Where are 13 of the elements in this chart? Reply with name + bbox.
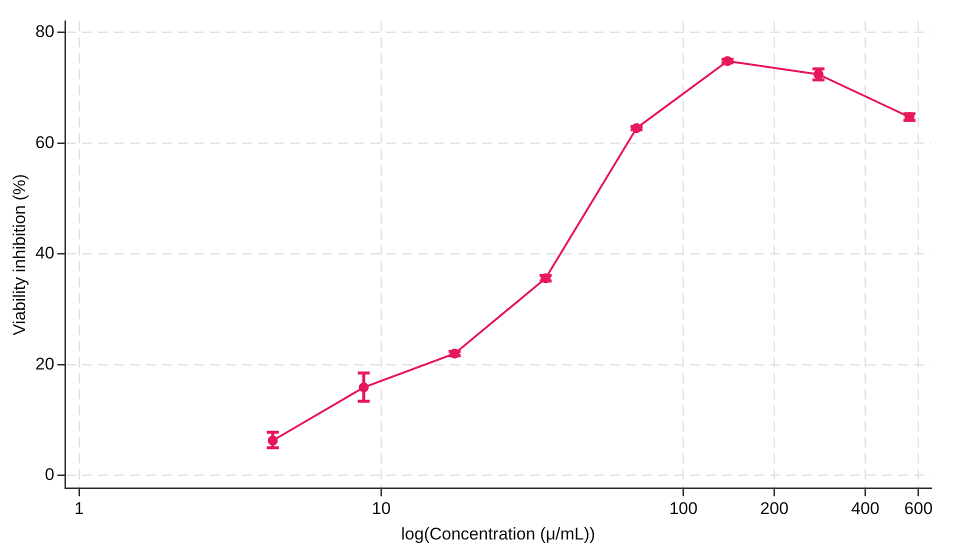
- y-tick-label: 0: [44, 465, 54, 484]
- x-tick-label: 400: [851, 499, 880, 518]
- y-tick-label: 60: [35, 132, 54, 152]
- y-tick-label: 20: [35, 354, 54, 374]
- x-tick-label: 100: [669, 499, 698, 518]
- x-tick-label: 1: [74, 499, 84, 518]
- x-tick-label: 200: [760, 499, 789, 518]
- x-axis-title: log(Concentration (μ/mL)): [401, 524, 596, 544]
- x-tick-label: 10: [372, 499, 391, 518]
- x-tick-label: 600: [904, 499, 933, 518]
- y-tick-label: 80: [35, 22, 54, 41]
- y-tick-label: 40: [35, 244, 54, 263]
- y-axis-title: Viability inhibition (%): [10, 174, 29, 336]
